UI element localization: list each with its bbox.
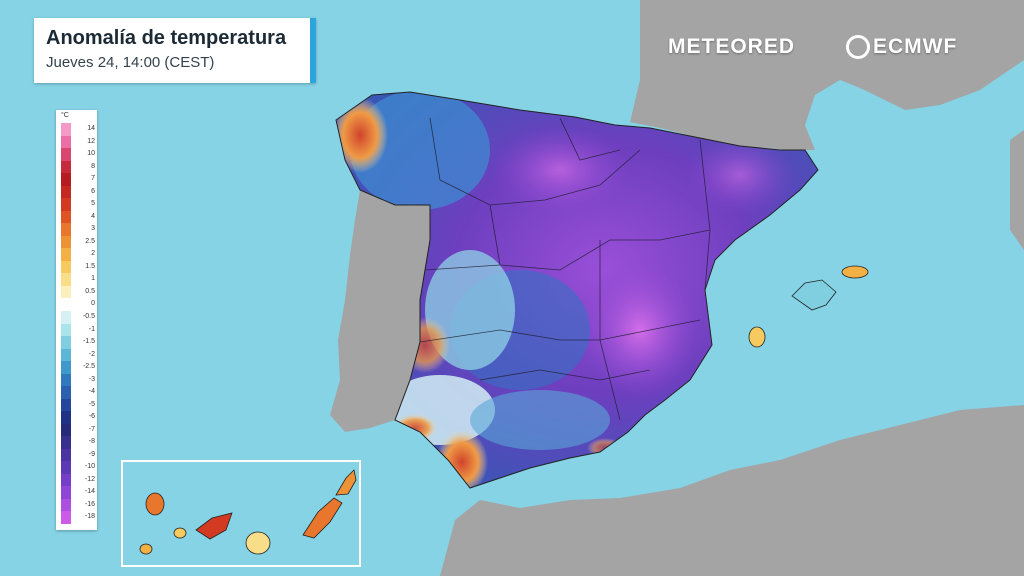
legend-swatch (61, 248, 71, 261)
map-title-box: Anomalía de temperatura Jueves 24, 14:00… (34, 18, 316, 83)
color-legend: °C 14 12 10 8 7 6 5 4 3 2.5 2 1.5 1 0.5 0 -0.5 -1 -1.5 -2 -… (56, 110, 97, 530)
legend-swatch (61, 498, 71, 512)
legend-label: 2 (91, 250, 95, 258)
spain-outline (335, 91, 819, 489)
legend-swatch (61, 198, 71, 211)
legend-label: 1 (91, 275, 95, 283)
legend-swatch (61, 260, 71, 274)
legend-label: 6 (91, 187, 95, 195)
legend-swatch (61, 473, 71, 487)
legend-swatch (61, 336, 71, 349)
meteored-logo: METEORED (668, 35, 796, 58)
legend-labels: 14 12 10 8 7 6 5 4 3 2.5 2 1.5 1 0.5 0 -0.5 -1 -1.5 -2 -2.5… (73, 123, 95, 524)
legend-swatch (61, 511, 71, 524)
legend-label: -1.5 (82, 338, 95, 346)
legend-swatch (61, 411, 71, 424)
legend-swatch (61, 448, 71, 462)
legend-swatch (61, 223, 71, 236)
ecmwf-text: ECMWF (873, 35, 958, 58)
legend-color-bar (61, 123, 71, 524)
legend-swatch (61, 185, 71, 199)
legend-label: -0.5 (82, 312, 95, 320)
legend-swatch (61, 436, 71, 449)
legend-swatch (61, 273, 71, 286)
legend-swatch (61, 160, 71, 174)
balearic-islands (748, 265, 869, 348)
legend-label: 4 (91, 212, 95, 220)
canary-islands-inset-frame (121, 460, 361, 567)
legend-label: 8 (91, 162, 95, 170)
legend-swatch (61, 235, 71, 249)
legend-swatch (61, 285, 71, 299)
legend-label: 1.5 (85, 262, 95, 270)
legend-label: -5 (88, 400, 95, 408)
legend-swatch (61, 298, 71, 311)
legend-label: 0.5 (85, 287, 95, 295)
legend-label: -2.5 (82, 363, 95, 371)
region-borders (419, 117, 711, 421)
legend-swatch (61, 123, 71, 136)
legend-label: -2 (88, 350, 95, 358)
legend-swatch (61, 323, 71, 337)
legend-unit: °C (61, 112, 69, 119)
map-title: Anomalía de temperatura (46, 27, 287, 49)
legend-label: 5 (91, 200, 95, 208)
legend-label: -3 (88, 375, 95, 383)
france-landmass (630, 0, 1024, 150)
legend-swatch (61, 135, 71, 149)
canary-islands (139, 469, 357, 555)
legend-label: -18 (84, 513, 95, 521)
legend-label: 7 (91, 175, 95, 183)
africa-landmass (440, 405, 1024, 576)
legend-label: -6 (88, 413, 95, 421)
legend-swatch (61, 173, 71, 186)
legend-label: 14 (87, 125, 95, 132)
legend-swatch (61, 361, 71, 374)
legend-swatch (61, 486, 71, 499)
italy-landmass (1010, 130, 1024, 250)
legend-swatch (61, 210, 71, 224)
legend-swatch (61, 348, 71, 362)
legend-swatch (61, 398, 71, 412)
legend-label: -1 (88, 325, 95, 333)
legend-label: -10 (84, 463, 95, 471)
ecmwf-symbol-icon (846, 35, 870, 59)
legend-label: -14 (84, 488, 95, 496)
portugal-landmass (330, 190, 430, 432)
legend-swatch (61, 148, 71, 161)
legend-label: -7 (88, 425, 95, 433)
legend-label: -8 (88, 438, 95, 446)
legend-label: 12 (87, 137, 95, 145)
legend-swatch (61, 461, 71, 474)
legend-label: -9 (88, 450, 95, 458)
legend-swatch (61, 373, 71, 387)
legend-label: -12 (84, 475, 95, 483)
map-subtitle: Jueves 24, 14:00 (CEST) (46, 54, 215, 71)
legend-swatch (61, 386, 71, 399)
legend-swatch (61, 423, 71, 437)
legend-label: -16 (84, 500, 95, 508)
legend-label: 10 (87, 150, 95, 158)
legend-label: 2.5 (85, 237, 95, 245)
ecmwf-logo: ECMWF (846, 35, 957, 59)
legend-label: 3 (91, 225, 95, 233)
legend-label: -4 (88, 388, 95, 396)
legend-label: 0 (91, 300, 95, 308)
legend-swatch (61, 310, 71, 324)
